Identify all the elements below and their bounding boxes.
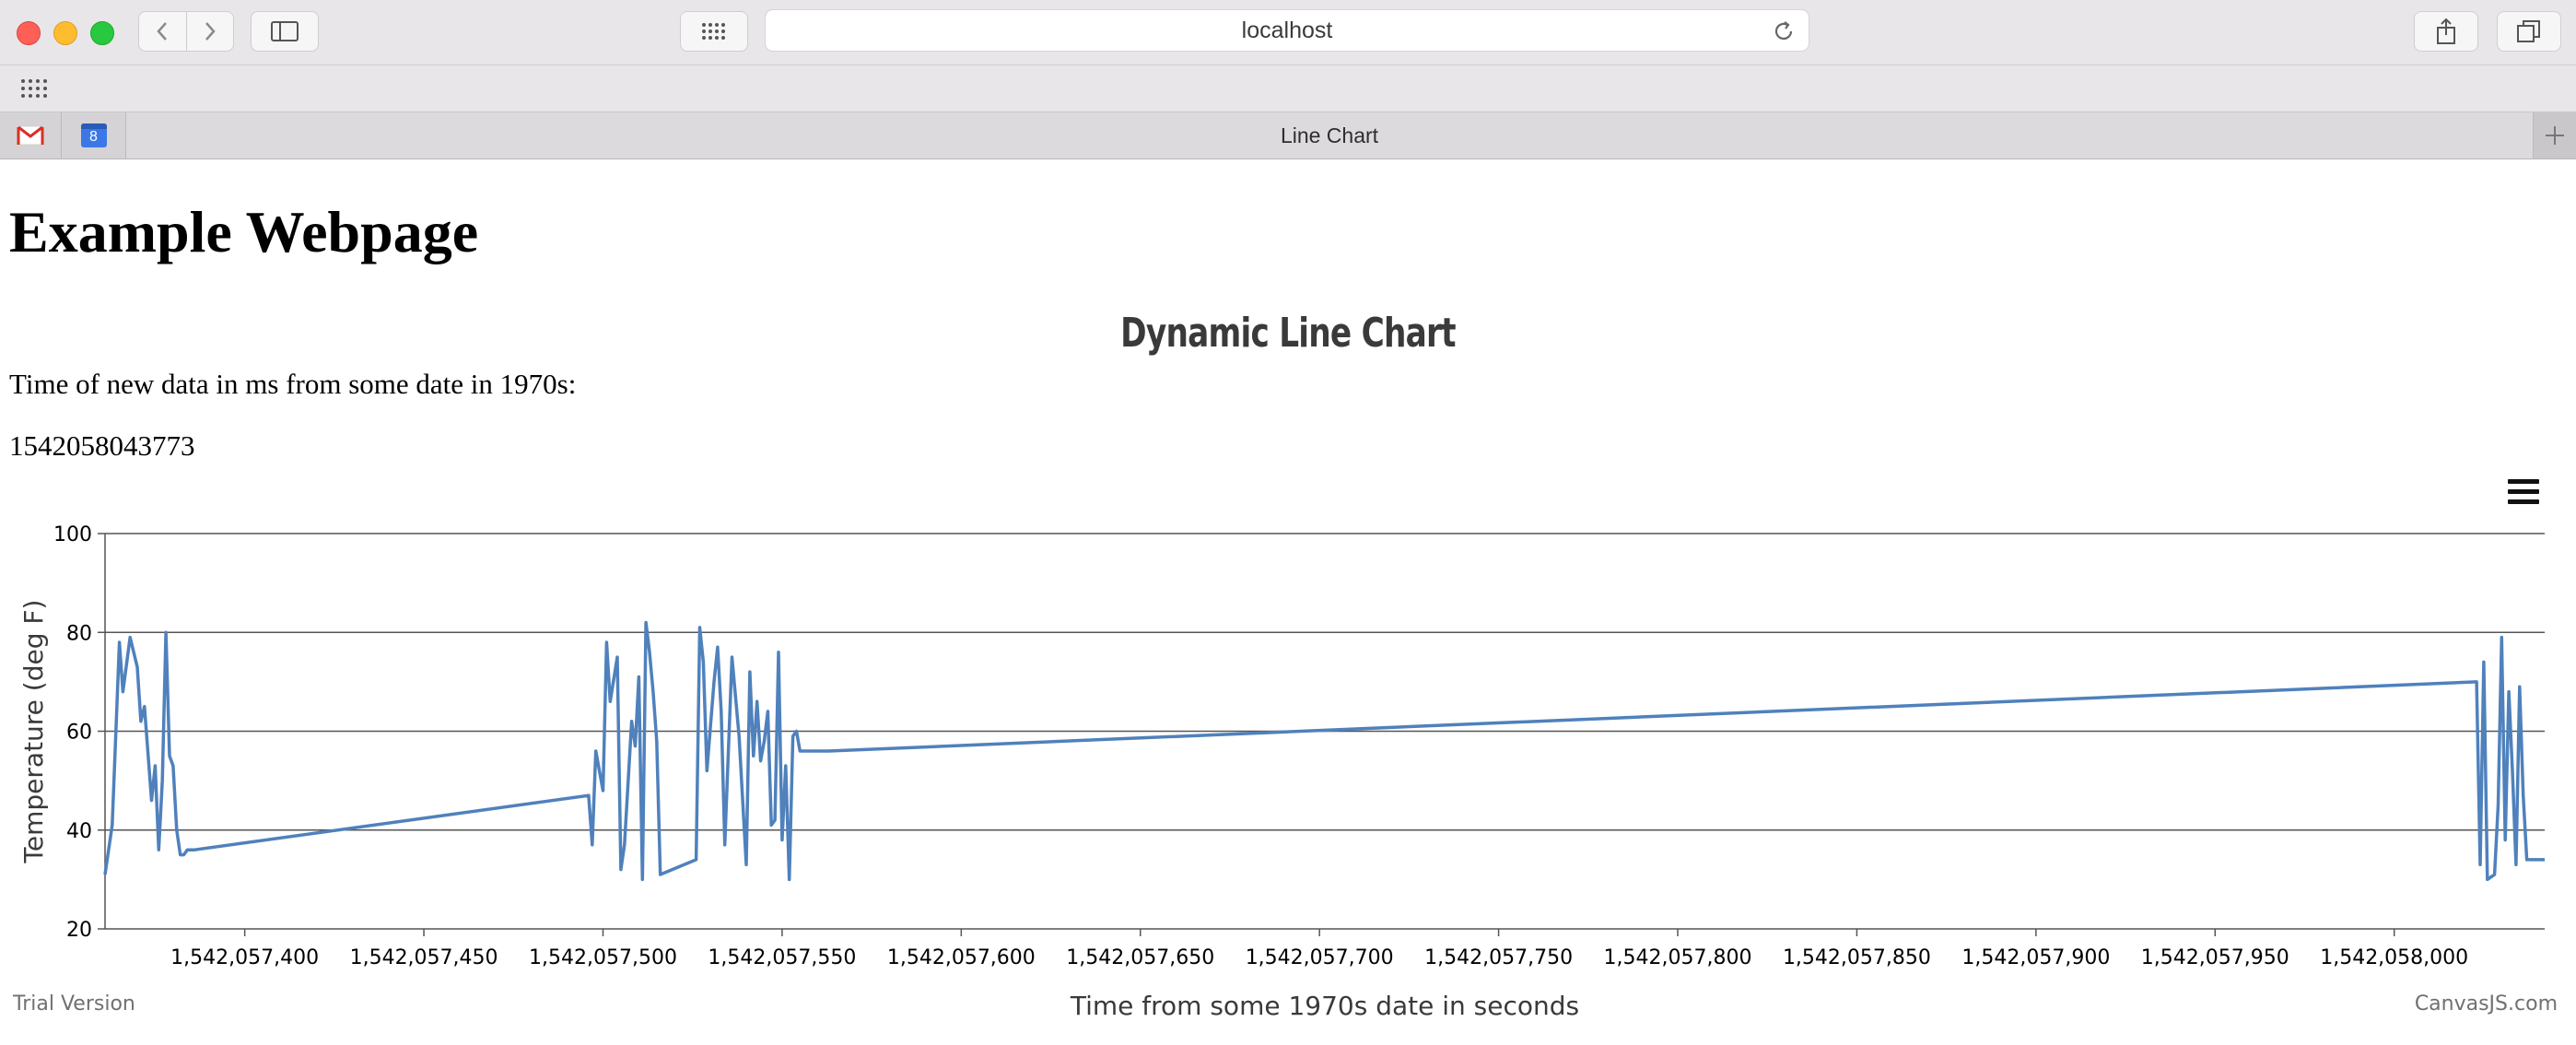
new-tab-button[interactable] [2534, 112, 2576, 159]
tab-overview-button[interactable] [2497, 11, 2561, 52]
data-timestamp: 1542058043773 [9, 429, 195, 462]
chart-menu-icon[interactable] [2508, 479, 2539, 505]
x-tick-label: 1,542,057,450 [350, 946, 498, 969]
favorites-bar [0, 65, 2576, 112]
url-text: localhost [1241, 17, 1333, 43]
page-content: Example Webpage Time of new data in ms f… [0, 159, 2576, 1045]
x-tick-label: 1,542,057,800 [1604, 946, 1752, 969]
back-button[interactable] [139, 12, 186, 51]
browser-toolbar: localhost [0, 0, 2576, 65]
y-tick-label: 20 [66, 919, 92, 942]
y-tick-label: 40 [66, 820, 92, 843]
data-time-label: Time of new data in ms from some date in… [9, 368, 577, 400]
chart-title: Dynamic Line Chart [1120, 310, 1456, 357]
tabs-icon [2517, 20, 2540, 42]
plus-icon [2546, 126, 2564, 145]
chevron-right-icon [205, 22, 216, 41]
x-axis-title: Time from some 1970s date in seconds [1070, 991, 1579, 1021]
top-sites-button[interactable] [680, 11, 748, 52]
minimize-window-button[interactable] [53, 21, 77, 45]
pinned-tab-calendar[interactable]: 8 [62, 112, 126, 159]
calendar-icon: 8 [80, 123, 107, 147]
x-tick-label: 1,542,057,900 [1961, 946, 2110, 969]
nav-buttons [138, 11, 234, 52]
tab-line-chart[interactable]: Line Chart [126, 112, 2534, 159]
chart-ticks: 20 40 60 80 100 1,542,057,400 1,542,057,450 1,5… [53, 523, 2468, 969]
zoom-window-button[interactable] [90, 21, 114, 45]
grid-icon[interactable] [20, 78, 50, 99]
x-tick-label: 1,542,057,600 [887, 946, 1036, 969]
page-heading: Example Webpage [9, 199, 479, 264]
y-tick-label: 100 [53, 523, 92, 546]
chart-grid [105, 533, 2545, 831]
y-axis-title: Temperature (deg F) [18, 600, 49, 864]
share-button[interactable] [2414, 11, 2478, 52]
x-tick-label: 1,542,057,700 [1246, 946, 1394, 969]
y-tick-label: 80 [66, 622, 92, 645]
y-tick-label: 60 [66, 722, 92, 745]
x-tick-label: 1,542,057,400 [170, 946, 319, 969]
close-window-button[interactable] [17, 21, 41, 45]
x-tick-label: 1,542,057,750 [1424, 946, 1573, 969]
sidebar-toggle-button[interactable] [251, 11, 319, 52]
chart-series [103, 620, 2545, 882]
x-tick-label: 1,542,057,650 [1066, 946, 1214, 969]
calendar-badge: 8 [89, 129, 98, 145]
tab-title: Line Chart [1280, 123, 1379, 147]
grid-icon [702, 23, 725, 40]
x-tick-label: 1,542,057,950 [2141, 946, 2289, 969]
sidebar-icon [271, 21, 299, 41]
gmail-icon [17, 125, 44, 146]
address-bar[interactable]: localhost [765, 9, 1809, 52]
tab-bar: 8 Line Chart [0, 112, 2576, 159]
share-icon [2437, 18, 2455, 44]
reload-icon[interactable] [1772, 19, 1796, 43]
canvasjs-credit-link[interactable]: CanvasJS.com [2414, 992, 2558, 1016]
x-tick-label: 1,542,057,850 [1783, 946, 1931, 969]
x-tick-label: 1,542,057,500 [529, 946, 677, 969]
x-tick-label: 1,542,058,000 [2320, 946, 2468, 969]
x-tick-label: 1,542,057,550 [708, 946, 856, 969]
pinned-tab-gmail[interactable] [0, 112, 62, 159]
chevron-left-icon [157, 22, 168, 41]
forward-button[interactable] [185, 12, 234, 51]
series-line [103, 620, 2545, 882]
trial-version-label: Trial Version [13, 992, 135, 1016]
